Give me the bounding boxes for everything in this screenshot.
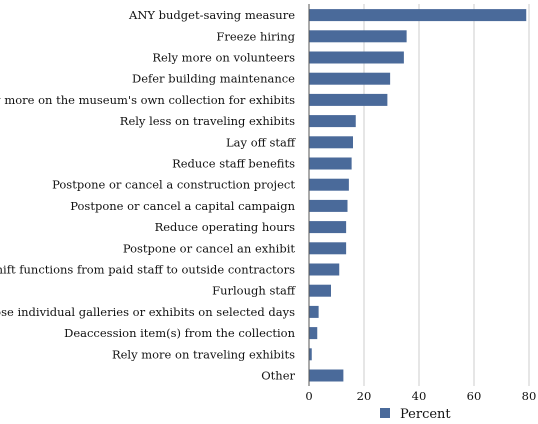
- x-tick-label: 40: [412, 389, 427, 403]
- bar: [309, 72, 391, 85]
- category-label: Postpone or cancel an exhibit: [123, 241, 296, 255]
- category-label: Lay off staff: [226, 135, 296, 149]
- category-labels: ANY budget-saving measure Freeze hiring Re…: [0, 8, 296, 382]
- bar: [309, 221, 347, 234]
- category-label: Furlough staff: [212, 284, 296, 298]
- category-label: Rely less on traveling exhibits: [120, 114, 295, 128]
- bar: [309, 157, 352, 170]
- bar: [309, 136, 353, 149]
- bar: [309, 93, 388, 106]
- x-tick-label: 60: [467, 389, 482, 403]
- bar: [309, 30, 407, 43]
- legend-label: Percent: [400, 407, 451, 422]
- bar: [309, 305, 319, 318]
- bar: [309, 348, 312, 361]
- bar: [309, 369, 344, 382]
- bar: [309, 9, 527, 22]
- bar: [309, 51, 404, 64]
- bar: [309, 327, 318, 340]
- category-label: Deaccession item(s) from the collection: [64, 326, 295, 340]
- bar: [309, 242, 347, 255]
- legend-swatch: [380, 408, 390, 418]
- category-label: Close individual galleries or exhibits o…: [0, 305, 295, 319]
- bar: [309, 178, 349, 191]
- bars: [309, 9, 527, 382]
- category-label: ANY budget-saving measure: [128, 8, 295, 22]
- category-label: Reduce operating hours: [155, 220, 296, 234]
- category-label: Rely more on volunteers: [152, 51, 295, 65]
- x-axis-ticks: 0 20 40 60 80: [305, 389, 536, 403]
- category-label: Defer building maintenance: [132, 72, 295, 86]
- category-label: Other: [261, 369, 295, 383]
- x-tick-label: 20: [357, 389, 372, 403]
- category-label: Reduce staff benefits: [172, 157, 295, 171]
- x-tick-label: 0: [305, 389, 312, 403]
- category-label: Postpone or cancel a construction projec…: [52, 178, 295, 192]
- category-label: Rely more on the museum's own collection…: [0, 93, 295, 107]
- category-label: Rely more on traveling exhibits: [112, 347, 295, 361]
- bar: [309, 199, 348, 212]
- category-label: Freeze hiring: [216, 29, 295, 43]
- legend: Percent: [380, 407, 451, 422]
- bar: [309, 115, 356, 128]
- category-label: Postpone or cancel a capital campaign: [70, 199, 295, 213]
- x-tick-label: 80: [522, 389, 537, 403]
- bar: [309, 263, 340, 276]
- bar: [309, 284, 331, 297]
- category-label: Shift functions from paid staff to outsi…: [0, 263, 295, 277]
